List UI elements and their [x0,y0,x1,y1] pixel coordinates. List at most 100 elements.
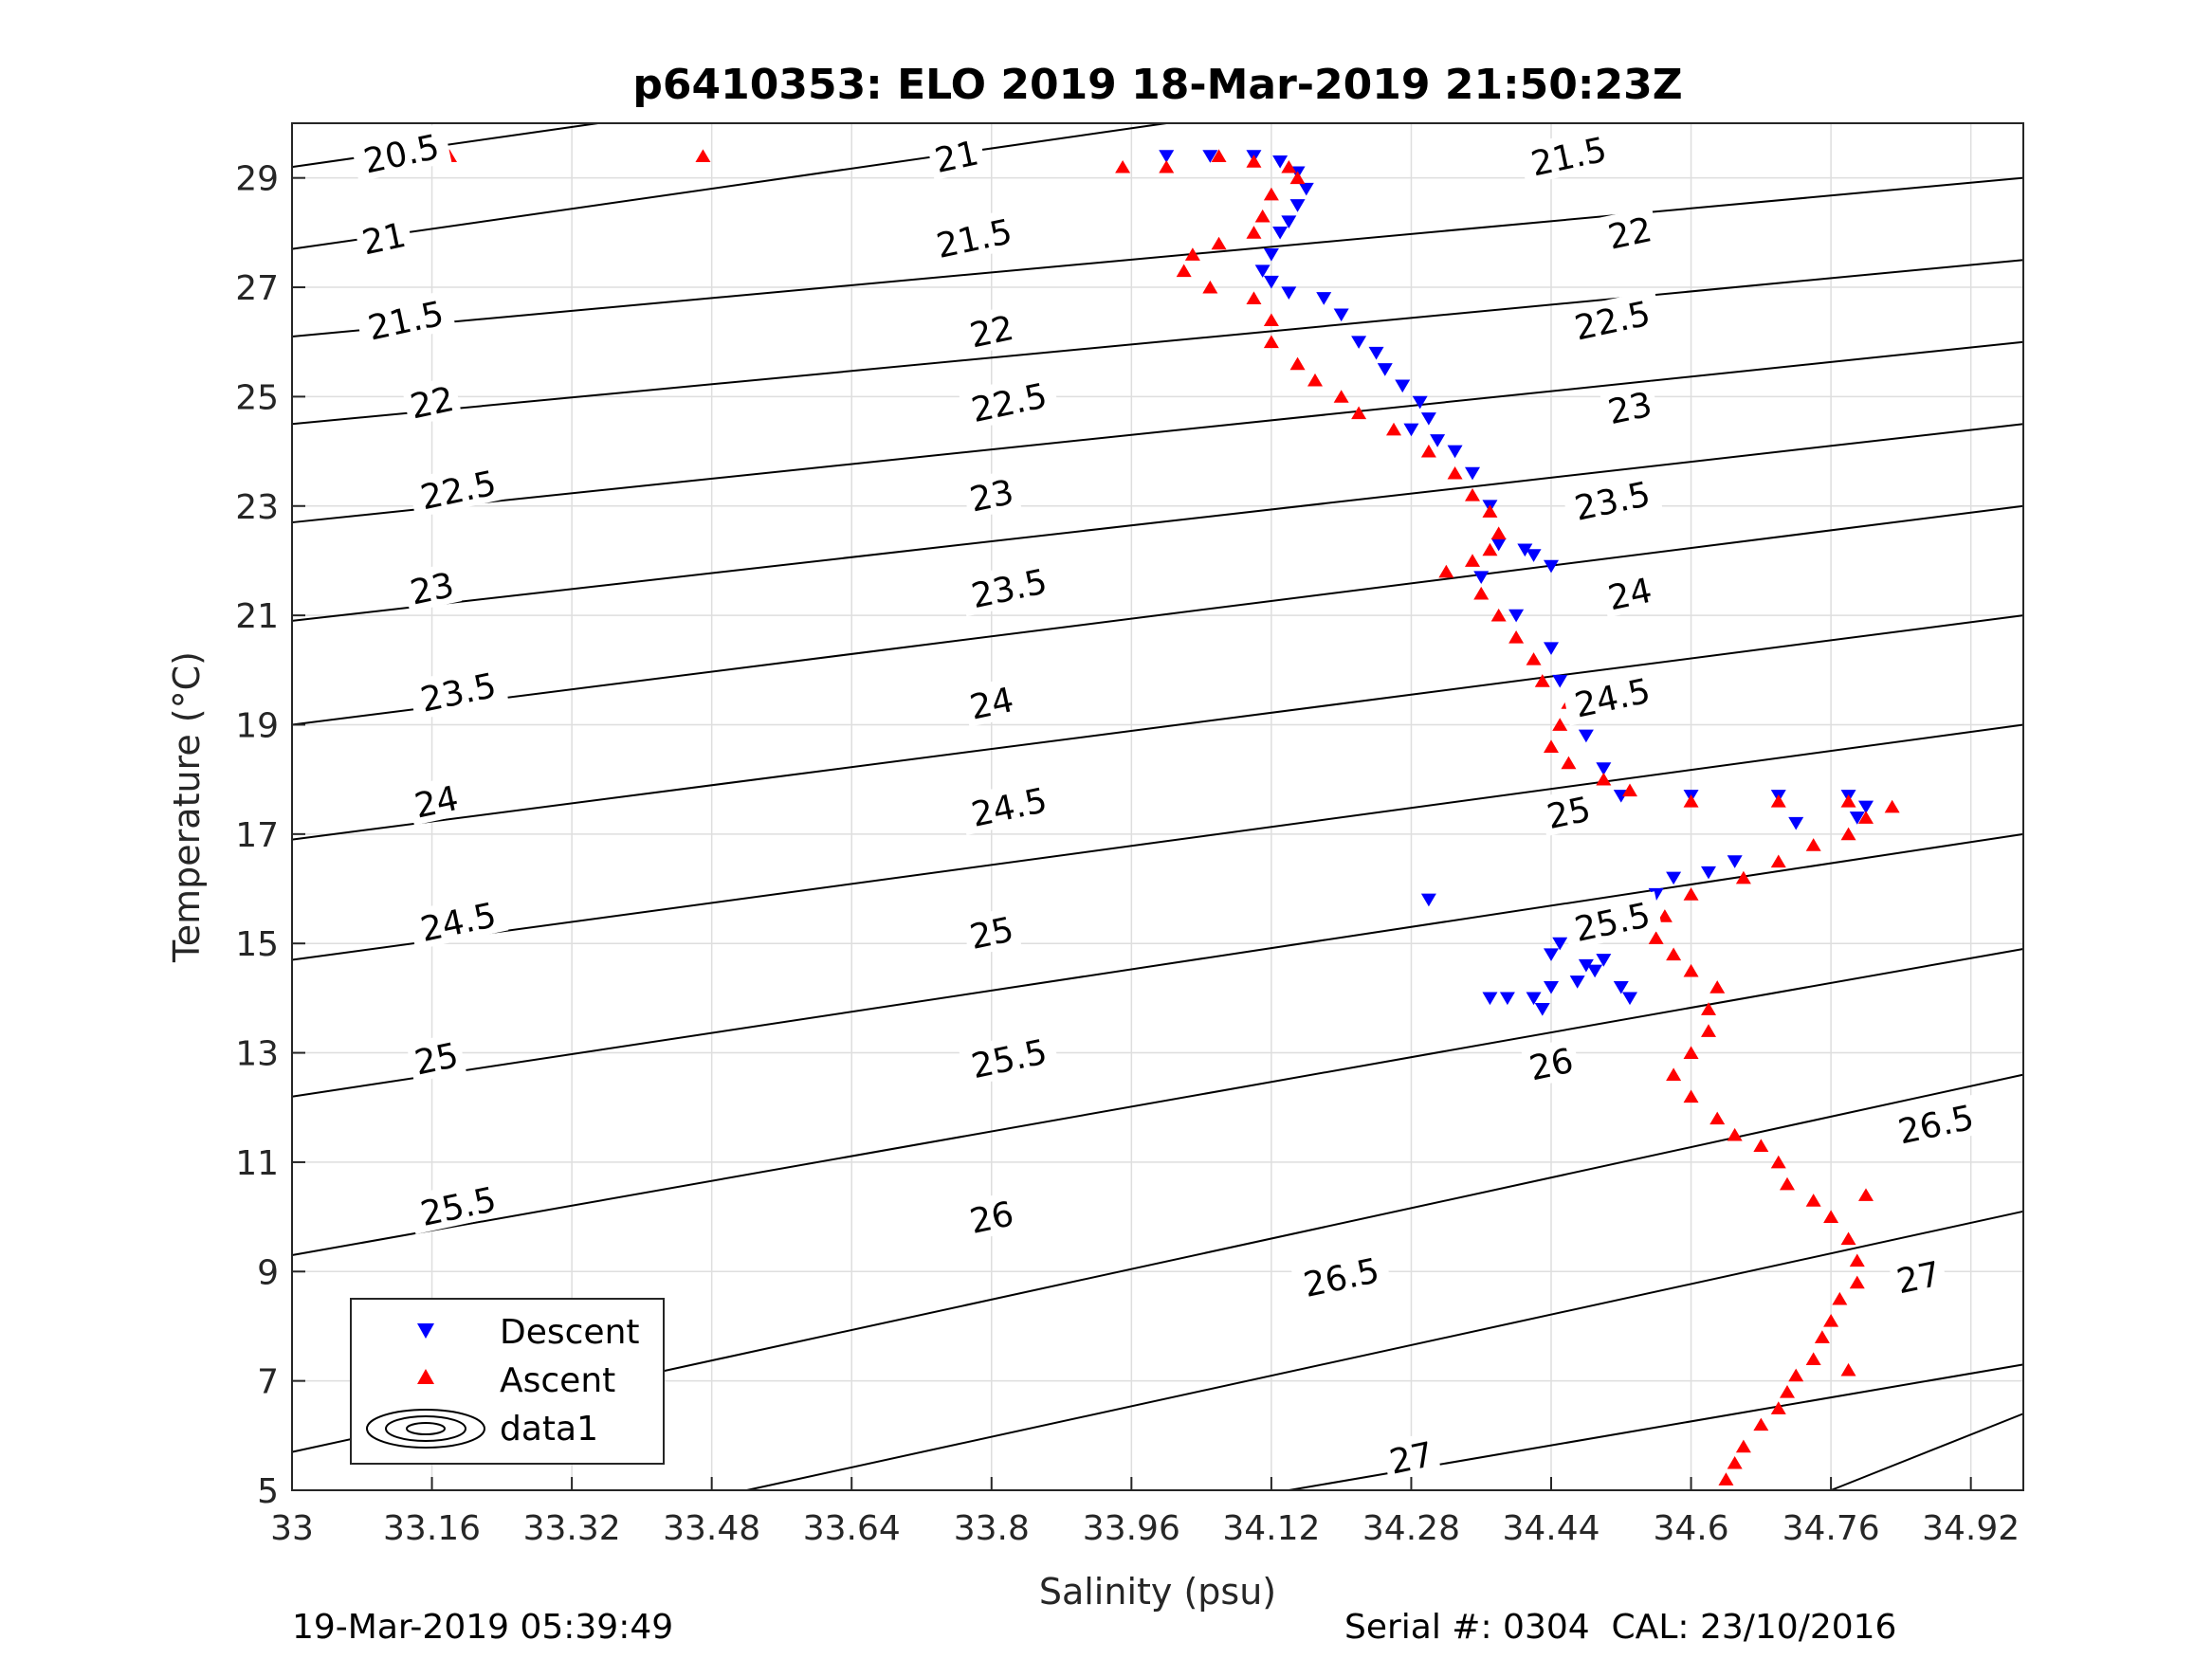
contour-label: 22.5 [958,372,1060,431]
contour-label-text: 26 [1526,1042,1577,1089]
ascent-data-point [1263,187,1279,201]
x-tick-label: 33.32 [523,1509,621,1548]
contour-label-bg [960,304,1022,356]
ascent-data-point [1447,465,1463,480]
ascent-data-point [1656,909,1673,922]
descent-data-point [1465,466,1480,481]
y-tick-label: 9 [257,1253,279,1292]
descent-data-point [1727,855,1743,868]
ascent-data-point [1780,1384,1795,1398]
contour-label: 24.5 [958,776,1060,835]
contour-label-text: 21.5 [365,295,448,349]
contour-label: 26 [1521,1037,1581,1089]
contour-label: 27 [1888,1250,1948,1302]
descent-data-point [1552,937,1568,951]
contour-label: 22.5 [407,459,509,519]
x-tick-label: 34.6 [1653,1509,1728,1548]
ascent-data-point [1490,526,1507,539]
contour-label-text: 23 [1605,386,1655,433]
ascent-data-point [1561,756,1577,770]
contour-label: 23.5 [407,661,509,720]
contour-label-bg [407,891,509,951]
contour-label: 25.5 [407,1176,509,1235]
contour-label-bg [401,561,463,612]
ascent-data-point [1254,209,1271,223]
y-tick-label: 29 [235,160,279,199]
ascent-data-point [1780,1176,1795,1191]
descent-data-point [1788,816,1804,830]
contour-label: 24 [960,677,1022,728]
x-tick-label: 33.96 [1083,1509,1180,1548]
ascent-data-point [1622,783,1637,797]
ascent-data-point [1727,1455,1743,1469]
ascent-data-point [1770,854,1786,868]
contour-label: 21 [925,130,987,181]
descent-data-point [1272,226,1289,240]
descent-data-point [1858,800,1874,814]
density-contour-line [291,423,2024,622]
ascent-data-point [1333,390,1349,403]
contour-labels: 20.5 21 21.5 22 22.5 23 23.5 24 24.5 25 25.5 26 21 21… [350,122,1986,1483]
contour-label: 21 [353,211,414,263]
ascent-data-point [1884,799,1900,813]
descent-data-point [1377,363,1393,376]
contour-label: 23.5 [1562,470,1663,529]
ascent-data-point [1289,356,1306,371]
contour-label: 27 [1380,1431,1441,1483]
density-contours [291,122,2024,1491]
descent-data-point [1526,549,1542,562]
contour-label-text: 23.5 [1571,475,1654,529]
contour-label: 24 [1600,567,1660,618]
contour-label-bg [1600,207,1660,257]
ascent-data-point [1263,335,1279,349]
density-contour-line [291,947,2024,1256]
x-tick-label: 34.92 [1922,1509,2020,1548]
contour-label-bg [1600,381,1660,432]
contour-legend-icon [366,1409,485,1449]
footer-timestamp: 19-Mar-2019 05:39:49 [292,1608,674,1647]
ascent-data-point [1438,564,1454,578]
contour-label-bg [355,289,456,349]
ascent-data-point [1666,1067,1682,1082]
ascent-data-point [1473,586,1490,600]
descent-data-point [1420,893,1436,907]
contour-label-text: 22.5 [417,465,500,519]
contour-label: 26 [960,1191,1022,1242]
descent-data-point [1517,543,1533,557]
density-contour-line [291,614,2024,841]
ascent-data-point [1805,838,1821,851]
descent-data-point [1849,811,1865,825]
contour-label-text: 25.5 [1571,896,1654,950]
descent-data-point [1490,538,1507,552]
contour-label-text: 23 [966,473,1016,520]
ascent-data-point [1701,1002,1716,1015]
ascent-data-point [1770,794,1786,808]
contour-label: 25 [960,906,1022,957]
descent-data-point [1351,336,1367,349]
x-tick-label: 33.16 [383,1509,481,1548]
contour-label-text: 24.5 [417,896,500,950]
descent-data-point [1298,182,1314,196]
contour-label-bg [1885,1093,1986,1153]
contour-label-text: 24 [411,779,462,827]
ascent-data-point [1307,373,1323,387]
ascent-data-point [1465,488,1480,501]
descent-data-point [1395,379,1411,393]
descent-data-point [1420,412,1436,426]
ascent-data-point [1386,422,1401,436]
contour-label-bg [1562,289,1663,349]
ascent-legend-marker [417,1369,434,1384]
ascent-data-point [1683,1089,1699,1103]
contour-label-text: 25.5 [417,1180,500,1234]
y-tick-label: 19 [235,706,279,745]
contour-label-text: 25 [411,1036,462,1084]
contour-label-text: 22 [966,309,1016,356]
descent-data-point [1578,958,1594,973]
contour-label-bg [1562,470,1663,529]
ascent-data-point [1709,1111,1726,1125]
descent-data-point [1613,980,1629,994]
density-contour-line [1830,1413,2024,1491]
descent-data-point [1316,292,1332,305]
x-tick-label: 34.12 [1222,1509,1320,1548]
x-tick-label: 34.76 [1782,1509,1880,1548]
